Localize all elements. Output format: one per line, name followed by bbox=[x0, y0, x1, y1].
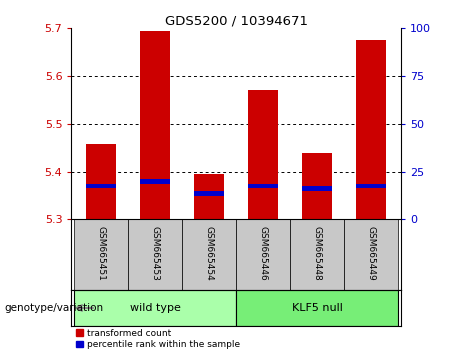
Bar bbox=[290, 219, 344, 290]
Bar bbox=[74, 219, 128, 290]
Bar bbox=[128, 219, 182, 290]
Title: GDS5200 / 10394671: GDS5200 / 10394671 bbox=[165, 14, 308, 27]
Bar bbox=[195, 174, 224, 219]
Text: wild type: wild type bbox=[130, 303, 181, 313]
Text: KLF5 null: KLF5 null bbox=[292, 303, 343, 313]
Bar bbox=[86, 184, 116, 188]
Text: GSM665454: GSM665454 bbox=[205, 226, 214, 281]
Bar bbox=[195, 191, 224, 196]
Bar bbox=[356, 40, 386, 219]
Bar bbox=[236, 219, 290, 290]
Bar bbox=[74, 290, 236, 326]
Text: GSM665453: GSM665453 bbox=[151, 226, 160, 281]
Bar bbox=[236, 290, 398, 326]
Text: GSM665449: GSM665449 bbox=[367, 226, 376, 281]
Bar bbox=[140, 179, 170, 184]
Bar bbox=[302, 186, 332, 191]
Bar bbox=[356, 184, 386, 188]
Text: genotype/variation: genotype/variation bbox=[5, 303, 104, 313]
Bar bbox=[302, 153, 332, 219]
Bar bbox=[344, 219, 398, 290]
Bar bbox=[248, 184, 278, 188]
Bar bbox=[86, 144, 116, 219]
Bar bbox=[248, 90, 278, 219]
Bar bbox=[182, 219, 236, 290]
Text: GSM665448: GSM665448 bbox=[313, 226, 322, 281]
Legend: transformed count, percentile rank within the sample: transformed count, percentile rank withi… bbox=[76, 329, 240, 349]
Text: GSM665446: GSM665446 bbox=[259, 226, 268, 281]
Text: GSM665451: GSM665451 bbox=[97, 226, 106, 281]
Bar bbox=[140, 31, 170, 219]
